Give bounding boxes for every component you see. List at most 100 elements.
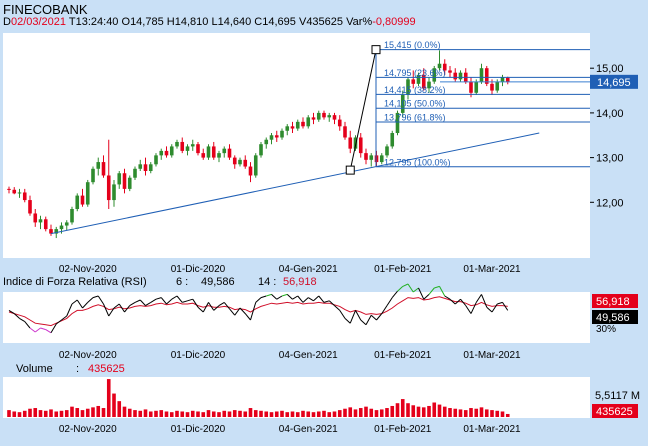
volume-bar [54,411,59,417]
y-tick-label: 13,00 [596,153,624,165]
price-x-tick-label: 01-Dic-2020 [171,264,226,275]
rsi-x-tick-label: 04-Gen-2021 [279,350,338,361]
fib-label: 15,415 (0.0%) [384,40,441,50]
volume-bar [432,402,437,417]
candle-down [122,173,127,189]
price-x-tick-label: 01-Feb-2021 [374,264,432,275]
rsi-short-segment [50,323,57,334]
volume-bar [175,410,179,417]
price-tag-bg [590,74,638,89]
rsi-short-segment [8,309,15,315]
volume-bar [17,412,22,417]
candle-up [269,135,274,140]
rsi-short-segment [360,319,367,326]
volume-bar [406,403,410,417]
volume-bar [259,410,263,417]
candle-up [379,155,384,163]
rsi-short-segment [391,290,398,298]
volume-tag-bg [592,404,638,418]
rsi-short-segment [334,305,341,311]
volume-bar [217,412,221,417]
rsi-short-segment [475,294,482,303]
candle-up [96,162,101,169]
volume-bar [190,410,195,417]
volume-bar [301,410,305,417]
price-layer [7,45,590,239]
rsi-short-segment [182,300,188,303]
rsi-short-segment [376,313,383,321]
candle-up [75,195,80,210]
rsi-tag-long-bg [592,294,638,308]
candle-up [127,177,132,189]
volume-bar [80,410,85,417]
rsi-short-segment [465,305,472,314]
rsi-layer [8,283,509,334]
candle-down [421,74,426,89]
rsi-short-segment [460,298,467,306]
candle-down [211,146,216,158]
candle-down [337,119,342,127]
volume-bar [196,411,200,417]
rsi-short-segment [29,327,36,333]
candle-down [343,126,347,138]
rsi-short-segment [45,329,52,334]
candle-up [427,81,431,89]
volume-bar [159,410,164,417]
rsi-short-segment [208,302,215,311]
rsi-p1-label: 6 : [176,276,188,288]
volume-bar [364,406,368,417]
volume-bar [185,412,190,417]
candle-up [64,222,69,226]
rsi-short-segment [434,285,440,289]
candle-up [175,141,179,147]
candle-down [448,70,452,73]
rsi-short-segment [365,314,372,326]
candle-up [432,68,437,82]
volume-bar [421,407,426,417]
candle-up [390,133,395,147]
rsi-short-segment [486,306,493,313]
volume-bar [43,410,48,417]
candle-up [406,79,410,96]
rsi-short-segment [266,293,272,297]
rsi-short-segment [491,303,498,313]
rsi-short-segment [339,310,346,319]
candle-down [490,83,494,91]
candle-up [17,192,22,194]
candle-down [232,157,237,165]
candle-up [154,155,158,165]
rsi-short-segment [281,293,288,297]
volume-bar [358,408,363,417]
volume-bar [437,404,442,417]
volume-bar [180,411,185,417]
rsi-short-segment [213,305,220,311]
rsi-title: Indice di Forza Relativa (RSI) [3,276,147,288]
rsi-short-segment [234,307,241,316]
rsi-short-segment [381,305,388,314]
volume-sep: : [76,363,79,375]
candle-up [416,74,421,84]
volume-title: Volume [16,363,53,375]
fib-label: 14,105 (50.0%) [384,99,446,109]
fib-anchor-high [371,45,381,55]
volume-bar [290,411,295,417]
candle-down [301,121,305,127]
candle-down [196,144,200,154]
rsi-short-segment [286,294,293,300]
rsi-short-segment [129,301,136,307]
fib-anchor-line [349,49,377,171]
candle-up [238,159,242,165]
y-tick-label: 15,00 [596,63,624,75]
rsi-short-segment [370,314,377,321]
volume-bar [49,409,53,417]
volume-bar [91,407,95,417]
rsi-p2-label: 14 : [258,276,276,288]
candle-up [185,146,190,151]
volume-bar [169,412,174,417]
rsi-short-segment [155,297,162,300]
candle-down [358,137,363,154]
rsi-short-segment [76,299,83,309]
rsi-short-segment [355,310,362,321]
